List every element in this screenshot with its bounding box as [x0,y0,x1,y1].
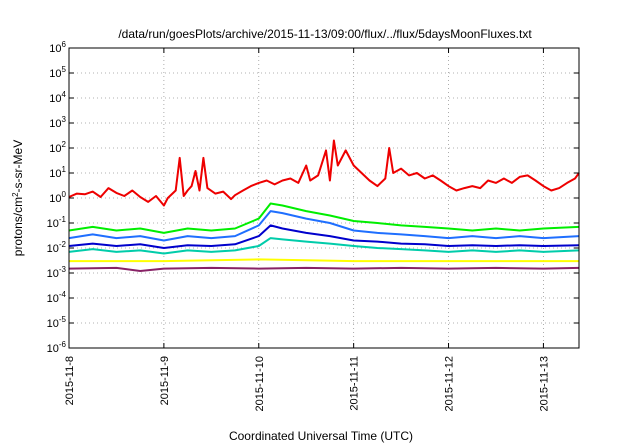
y-tick-label: 102 [49,140,66,155]
x-tick-label: 2015-11-9 [159,356,171,405]
axis-ticks: 106 105 104 103 102 101 100 10-1 10-2 10-3 10-4 10-… [47,40,579,411]
y-tick-label: 10-5 [47,315,67,330]
series-line-6 [69,258,579,263]
x-tick-label: 2015-11-13 [538,356,550,411]
series-line-4 [68,224,580,249]
series-line-7 [68,266,580,272]
y-tick-label: 105 [49,65,66,80]
x-tick-label: 2015-11-8 [64,356,76,405]
grid-lines [69,48,579,348]
x-tick-label: 2015-11-10 [254,356,266,411]
y-tick-label: 103 [49,115,66,130]
x-tick-label: 2015-11-12 [444,356,456,411]
y-tick-label: 10-3 [47,265,67,280]
series-line-5 [68,237,580,255]
x-axis-label: Coordinated Universal Time (UTC) [229,429,413,443]
series-layer [68,139,580,272]
y-tick-label: 10-4 [47,290,67,305]
y-axis-label: protons/cm2-s-sr-MeV [11,140,25,256]
x-tick-label: 2015-11-11 [349,356,361,411]
series-line-1 [68,139,580,207]
y-tick-label: 10-2 [47,240,67,255]
y-tick-label: 10-1 [47,215,67,230]
y-tick-label: 100 [49,190,66,205]
chart-title: /data/run/goesPlots/archive/2015-11-13/0… [118,27,532,41]
plot-frame [68,47,580,349]
y-tick-label: 101 [49,165,66,180]
y-tick-label: 106 [49,40,66,55]
y-tick-label: 104 [49,90,66,105]
y-tick-label: 10-6 [47,340,67,355]
series-line-3 [68,210,580,242]
series-line-2 [68,202,580,234]
